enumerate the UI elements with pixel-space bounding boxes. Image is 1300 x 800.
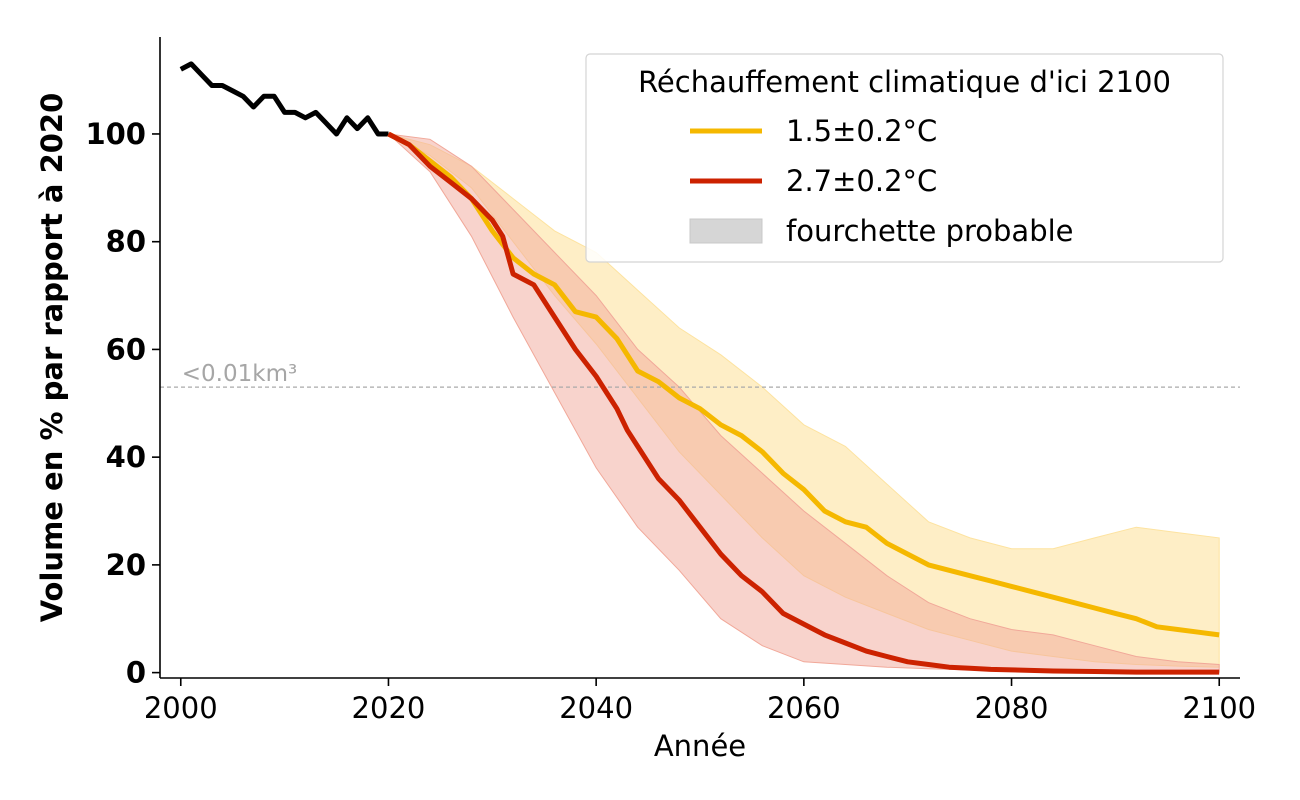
y-axis-label: Volume en % par rapport à 2020 <box>35 93 69 623</box>
legend-title: Réchauffement climatique d'ici 2100 <box>638 65 1171 99</box>
annotation-layer: <0.01km³ <box>160 361 1240 388</box>
legend-swatch-patch <box>689 218 763 244</box>
series-lines <box>179 61 1220 675</box>
band-range-2.7 <box>386 133 1220 673</box>
x-tick-label: 2060 <box>767 691 841 725</box>
x-axis-label: Année <box>654 729 746 763</box>
legend-box <box>585 53 1224 263</box>
y-tick-label: 100 <box>85 117 146 151</box>
x-tick-label: 2100 <box>1182 691 1256 725</box>
y-tick-label: 0 <box>126 656 146 690</box>
series-line-historical <box>179 61 389 137</box>
series-line-ssp-2.7 <box>387 131 1220 675</box>
series-line-ssp-1.5 <box>387 131 1220 638</box>
x-tick-label: 2000 <box>144 691 218 725</box>
range-bands <box>386 133 1220 673</box>
x-tick-label: 2080 <box>975 691 1049 725</box>
x-tick-label: 2020 <box>352 691 426 725</box>
legend-label: fourchette probable <box>786 214 1074 248</box>
legend-label: 1.5±0.2°C <box>786 114 937 148</box>
y-tick-label: 40 <box>106 440 146 474</box>
legend: Réchauffement climatique d'ici 2100 1.5±0… <box>585 53 1224 263</box>
x-tick-label: 2040 <box>559 691 633 725</box>
y-tick-label: 60 <box>106 332 146 366</box>
y-tick-label: 80 <box>106 225 146 259</box>
threshold-label: <0.01km³ <box>182 361 297 387</box>
legend-label: 2.7±0.2°C <box>786 164 937 198</box>
y-tick-label: 20 <box>106 548 146 582</box>
